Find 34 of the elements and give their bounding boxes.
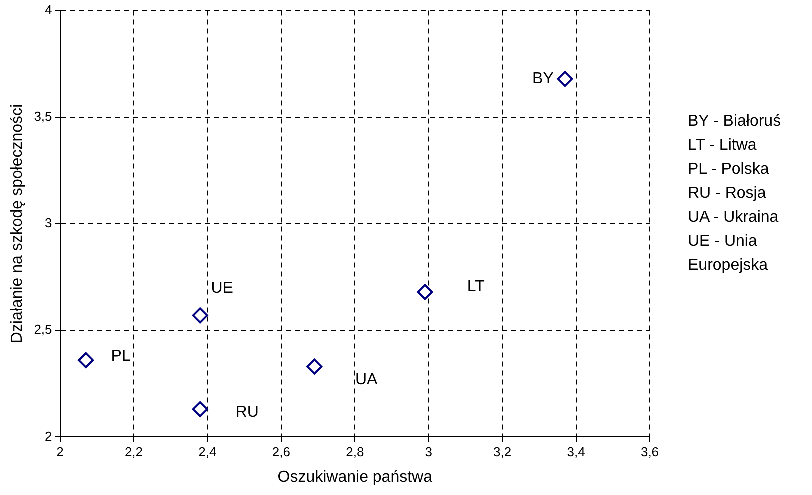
text: UA - Ukraina [688, 208, 780, 228]
y-tick-label: 2 [45, 428, 52, 444]
x-tick-label: 3 [425, 444, 432, 460]
y-axis-title: Działanie na szkodę społeczności [9, 104, 26, 344]
annotation: UA [355, 371, 378, 388]
x-tick-label: 2,4 [198, 444, 217, 460]
point [557, 71, 574, 88]
x-tick-label: 3,6 [640, 444, 660, 460]
x-tick-label: 2,2 [124, 444, 144, 460]
point [306, 358, 323, 375]
y-tick-label: 4 [45, 2, 52, 18]
point [192, 401, 208, 418]
point [192, 308, 208, 324]
y-tick-label: 3 [45, 216, 52, 231]
text: RU - Rosja [688, 184, 768, 204]
annotation: LT [467, 278, 486, 296]
annotation: PL [111, 348, 131, 365]
text: UE - Unia Europejska [688, 232, 770, 276]
annotation: BY [532, 70, 554, 88]
y-tick-label: 3,5 [34, 108, 52, 124]
x-tick-label: 3,2 [494, 444, 512, 460]
text: LT - Litwa [688, 136, 758, 156]
x-tick-label: 3,4 [567, 444, 586, 460]
annotation: UE [211, 280, 234, 298]
x-axis-title: Oszukiwanie państwa [278, 468, 433, 486]
annotation: RU [236, 404, 259, 421]
point [417, 284, 434, 300]
x-tick-label: 2,6 [272, 444, 290, 460]
point [78, 352, 94, 368]
x-tick-label: 2,8 [346, 444, 364, 460]
x-tick-label: 2 [56, 444, 64, 460]
text: PL - Polska [688, 160, 770, 180]
text: BY - Białoruś [688, 112, 782, 132]
y-tick-label: 2,5 [34, 322, 52, 338]
